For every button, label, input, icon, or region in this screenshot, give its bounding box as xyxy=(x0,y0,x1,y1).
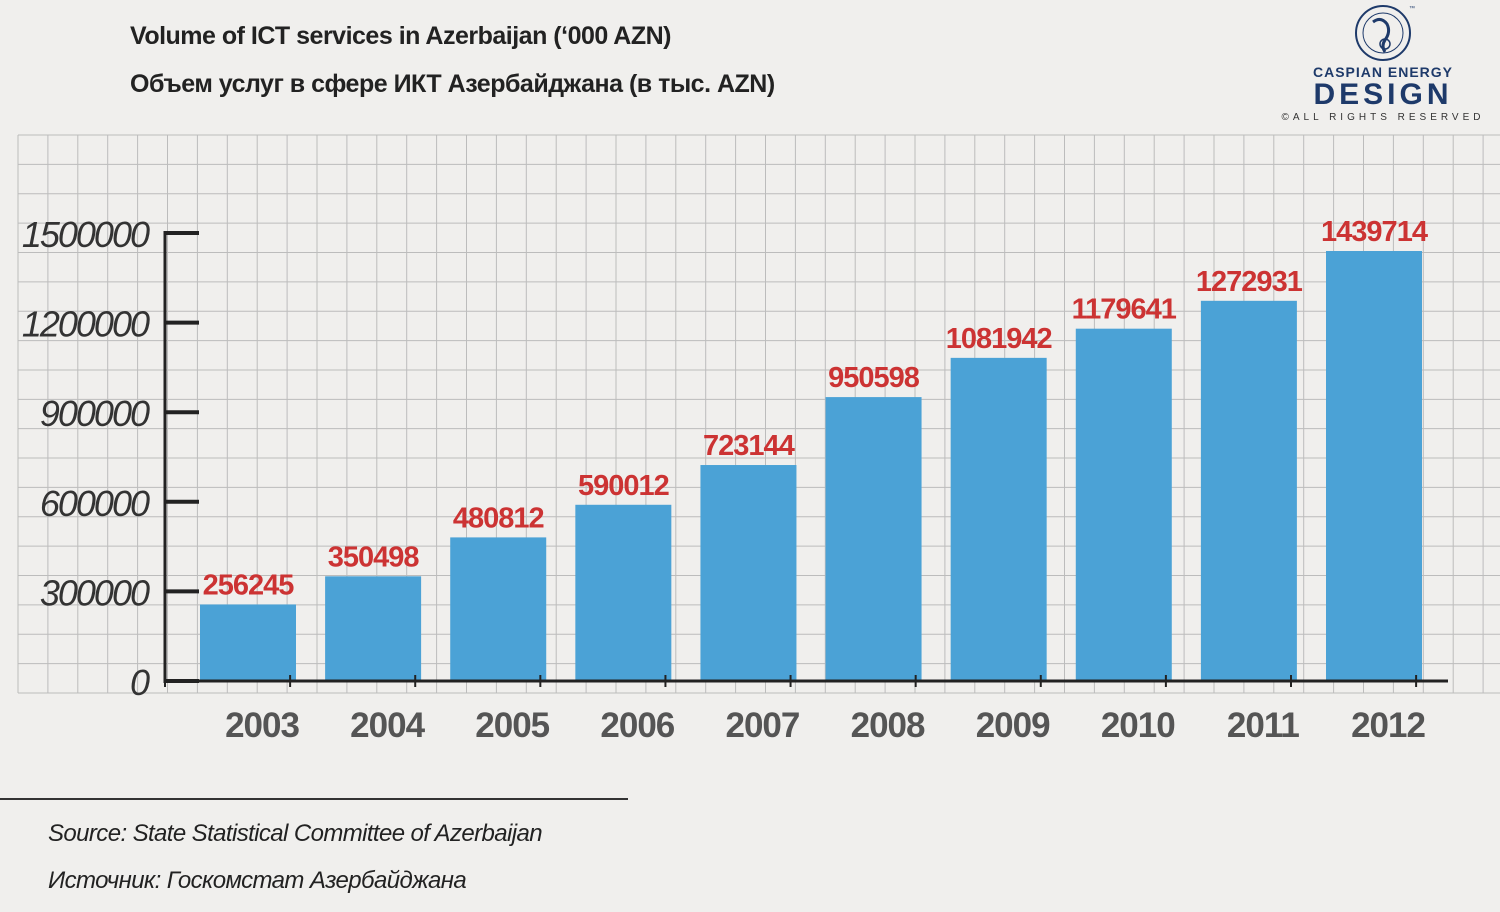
logo-main-text: DESIGN xyxy=(1313,78,1453,111)
source-ru: Источник: Госкомстат Азербайджана xyxy=(48,867,467,894)
bar-2009 xyxy=(950,357,1047,681)
y-tick-label-600000: 600000 xyxy=(40,483,150,524)
bar-2004 xyxy=(325,576,422,681)
bar-2007 xyxy=(700,465,797,681)
x-tick-label-2005: 2005 xyxy=(475,706,549,745)
x-tick-label-2008: 2008 xyxy=(851,706,925,745)
y-tick-label-0: 0 xyxy=(130,662,150,703)
x-tick-label-2007: 2007 xyxy=(726,706,800,745)
x-tick-label-2010: 2010 xyxy=(1101,706,1175,745)
data-label-2008: 950598 xyxy=(828,362,920,394)
data-label-2005: 480812 xyxy=(453,502,544,534)
globe-icon: ™ xyxy=(1355,5,1415,61)
x-tick-label-2003: 2003 xyxy=(225,706,299,745)
svg-text:™: ™ xyxy=(1409,5,1415,12)
data-label-2004: 350498 xyxy=(328,541,420,573)
data-label-2010: 1179641 xyxy=(1072,294,1177,326)
y-tick-label-300000: 300000 xyxy=(40,572,150,613)
bar-2010 xyxy=(1075,328,1172,681)
chart-title-en: Volume of ICT services in Azerbaijan (‘0… xyxy=(130,22,672,50)
logo-top-text: CASPIAN ENERGY xyxy=(1312,64,1454,80)
bar-2003 xyxy=(200,604,296,681)
bar-2008 xyxy=(825,397,922,681)
y-tick-label-900000: 900000 xyxy=(40,393,150,434)
x-tick-label-2006: 2006 xyxy=(600,706,674,745)
data-label-2006: 590012 xyxy=(578,470,669,502)
source-divider xyxy=(0,798,628,800)
x-tick-label-2004: 2004 xyxy=(350,706,425,745)
x-tick-label-2012: 2012 xyxy=(1351,706,1425,745)
data-label-2009: 1081942 xyxy=(946,323,1052,355)
caspian-energy-logo: ™ CASPIAN ENERGY DESIGN ©ALL RIGHTS RESE… xyxy=(1270,2,1496,132)
y-tick-label-1200000: 1200000 xyxy=(22,304,150,345)
data-label-2003: 256245 xyxy=(203,569,295,601)
logo-rights-text: ©ALL RIGHTS RESERVED xyxy=(1281,112,1485,123)
y-tick-label-1500000: 1500000 xyxy=(22,214,150,255)
bar-2012 xyxy=(1326,251,1422,681)
source-en: Source: State Statistical Committee of A… xyxy=(48,820,543,847)
data-label-2012: 1439714 xyxy=(1321,216,1428,248)
x-tick-label-2009: 2009 xyxy=(976,706,1050,745)
chart-title-ru: Объем услуг в сфере ИКТ Азербайджана (в … xyxy=(130,70,775,98)
bar-2006 xyxy=(575,504,672,681)
bar-2005 xyxy=(450,537,547,681)
data-label-2007: 723144 xyxy=(703,430,795,462)
bar-2011 xyxy=(1200,300,1297,681)
x-tick-label-2011: 2011 xyxy=(1227,706,1299,745)
bar-chart: 256245 2003 350498 2004 480812 2005 590012 2006… xyxy=(17,134,1500,745)
data-label-2011: 1272931 xyxy=(1196,266,1303,298)
